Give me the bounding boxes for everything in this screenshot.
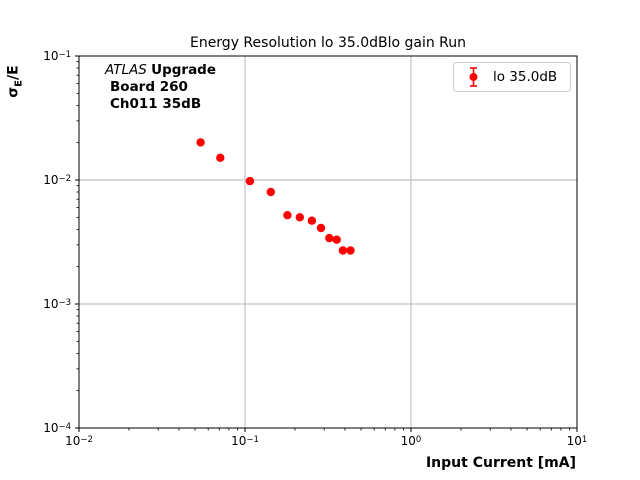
x-tick-label: 10−2 — [65, 434, 93, 448]
x-axis-label: Input Current [mA] — [425, 455, 576, 471]
data-point — [245, 176, 255, 186]
annotation-line-1: ATLAS Upgrade — [105, 62, 216, 79]
x-tick-label: 10−1 — [231, 434, 259, 448]
data-point — [216, 153, 225, 162]
y-tick-label: 10−1 — [43, 49, 71, 63]
data-points — [196, 138, 355, 255]
ylabel-sigma: σ — [5, 86, 22, 98]
y-tick-label: 10−4 — [43, 421, 71, 435]
chart-title: Energy Resolution lo 35.0dBlo gain Run — [189, 35, 467, 51]
data-point — [346, 246, 355, 255]
data-point — [316, 223, 326, 233]
data-point — [338, 246, 348, 255]
annotation-experiment-name: ATLAS — [105, 62, 147, 78]
legend-entry-label: lo 35.0dB — [493, 69, 558, 85]
annotation-upgrade-label: Upgrade — [151, 62, 217, 78]
y-axis-label: σE/E — [5, 41, 25, 123]
x-tick-label: 100 — [400, 434, 422, 448]
data-point — [283, 211, 292, 220]
plot-border — [78, 55, 578, 429]
ylabel-rest: /E — [5, 65, 22, 80]
x-tick-label: 101 — [566, 434, 588, 448]
legend-box: lo 35.0dB — [453, 62, 571, 92]
data-point — [307, 216, 317, 225]
annotation-line-3: Ch011 35dB — [110, 96, 202, 112]
data-point — [295, 213, 304, 222]
data-point — [332, 235, 341, 244]
errorbar-marker-icon — [469, 67, 478, 87]
y-tick-label: 10−3 — [43, 297, 71, 311]
data-point — [325, 233, 334, 243]
y-tick-label: 10−2 — [43, 173, 71, 187]
data-point — [196, 138, 205, 147]
annotation-block: ATLAS Upgrade Board 260 Ch011 35dB — [105, 62, 216, 113]
annotation-line-2: Board 260 — [110, 79, 188, 95]
grid-lines — [79, 56, 577, 428]
ylabel-subscript: E — [13, 79, 25, 87]
data-point — [266, 187, 275, 197]
axis-ticks — [75, 55, 578, 432]
